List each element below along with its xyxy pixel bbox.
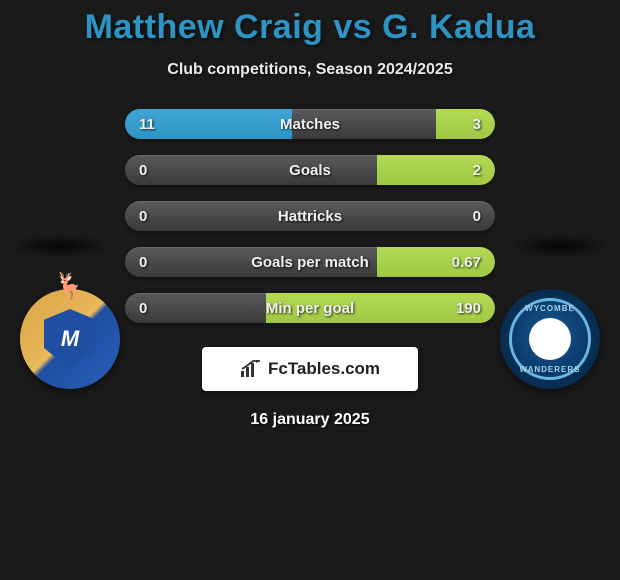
stat-row: 0190Min per goal bbox=[125, 293, 495, 323]
stat-row: 113Matches bbox=[125, 109, 495, 139]
stat-label: Goals bbox=[125, 155, 495, 185]
stat-label: Matches bbox=[125, 109, 495, 139]
shield-icon: M bbox=[44, 309, 96, 369]
stag-icon: 🦌 bbox=[54, 271, 86, 302]
badge-letter: M bbox=[61, 326, 79, 352]
stat-label: Goals per match bbox=[125, 247, 495, 277]
date-text: 16 january 2025 bbox=[0, 411, 620, 429]
stat-label: Min per goal bbox=[125, 293, 495, 323]
stat-row: 02Goals bbox=[125, 155, 495, 185]
shadow-right bbox=[510, 234, 610, 258]
brand-text: FcTables.com bbox=[268, 359, 380, 379]
left-team-badge: 🦌 M bbox=[20, 289, 120, 389]
shadow-left bbox=[10, 234, 110, 258]
chart-icon bbox=[240, 360, 262, 378]
stat-row: 00.67Goals per match bbox=[125, 247, 495, 277]
stat-label: Hattricks bbox=[125, 201, 495, 231]
stat-row: 00Hattricks bbox=[125, 201, 495, 231]
stat-bars: 113Matches 02Goals 00Hattricks 00.67Goals p… bbox=[125, 109, 495, 323]
right-team-badge: WYCOMBE WANDERERS bbox=[500, 289, 600, 389]
ring-text-bottom: WANDERERS bbox=[512, 301, 588, 377]
brand-card: FcTables.com bbox=[202, 347, 418, 391]
badge-right-inner: WYCOMBE WANDERERS bbox=[509, 298, 591, 380]
comparison-content: 🦌 M WYCOMBE WANDERERS 113Matches 02Goals 0… bbox=[0, 109, 620, 429]
comparison-title: Matthew Craig vs G. Kadua bbox=[0, 0, 620, 47]
season-subtitle: Club competitions, Season 2024/2025 bbox=[0, 61, 620, 79]
